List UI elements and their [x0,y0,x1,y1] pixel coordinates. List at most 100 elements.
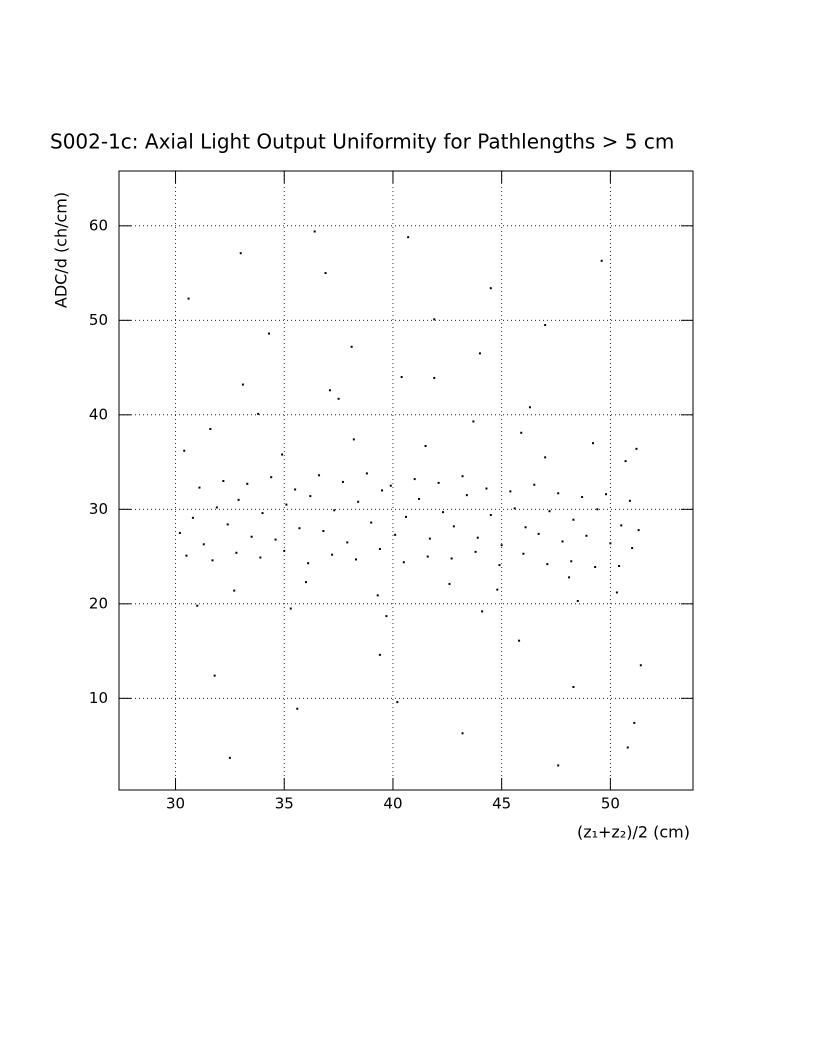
point [250,535,253,538]
point [568,576,571,579]
point [402,561,405,564]
point [509,490,512,493]
point [370,521,373,524]
point [585,534,588,537]
point [628,499,631,502]
point [546,563,549,566]
point [544,324,547,327]
point [352,438,355,441]
point [557,764,560,767]
point [485,487,488,490]
point [524,526,527,529]
point [533,483,536,486]
point [570,560,573,563]
point [461,732,464,735]
point [318,474,321,477]
point [513,507,516,510]
point [365,472,368,475]
point [228,756,231,759]
y-tick-label: 60 [89,216,108,234]
y-tick-label: 50 [89,311,108,329]
point [520,431,523,434]
point [518,639,521,642]
point [281,453,284,456]
point [631,547,634,550]
point [257,412,260,415]
point [481,610,484,613]
point [246,482,249,485]
y-tick-label: 30 [89,500,108,518]
point [222,479,225,482]
x-tick-label: 30 [166,795,185,813]
point [544,456,547,459]
x-tick-label: 45 [492,795,511,813]
point [259,556,262,559]
point [381,489,384,492]
point [346,541,349,544]
point [433,376,436,379]
point [196,604,199,607]
point [605,493,608,496]
point [215,506,218,509]
point [450,557,453,560]
point [441,511,444,514]
point [522,552,525,555]
point [537,532,540,535]
y-axis-label: ADC/d (ch/cm) [52,192,71,308]
point [424,445,427,448]
point [600,259,603,262]
x-tick-label: 50 [601,795,620,813]
point [620,524,623,527]
point [241,383,244,386]
point [452,525,455,528]
point [307,562,310,565]
point [283,549,286,552]
point [178,531,181,534]
point [270,476,273,479]
point [239,252,242,255]
point [448,582,451,585]
point [185,554,188,557]
point [357,500,360,503]
point [394,533,397,536]
point [548,510,551,513]
point [187,297,190,300]
point [594,565,597,568]
point [313,230,316,233]
point [322,530,325,533]
point [191,516,194,519]
point [213,674,216,677]
point [476,536,479,539]
point [328,389,331,392]
point [418,497,421,500]
point [500,544,503,547]
point [378,653,381,656]
point [581,496,584,499]
point [478,352,481,355]
plot-frame [118,170,694,791]
point [561,540,564,543]
point [237,498,240,501]
point [296,707,299,710]
point [268,332,271,335]
point [309,495,312,498]
point [341,480,344,483]
point [304,581,307,584]
point [233,589,236,592]
point [489,513,492,516]
point [407,236,410,239]
point [576,599,579,602]
point [489,287,492,290]
point [624,460,627,463]
y-tick-label: 10 [89,689,108,707]
point [261,512,264,515]
y-tick-label: 20 [89,594,108,612]
point [413,478,416,481]
point [609,542,612,545]
point [626,746,629,749]
point [337,397,340,400]
chart-title: S002-1c: Axial Light Output Uniformity f… [50,130,674,154]
point [389,484,392,487]
point [350,345,353,348]
